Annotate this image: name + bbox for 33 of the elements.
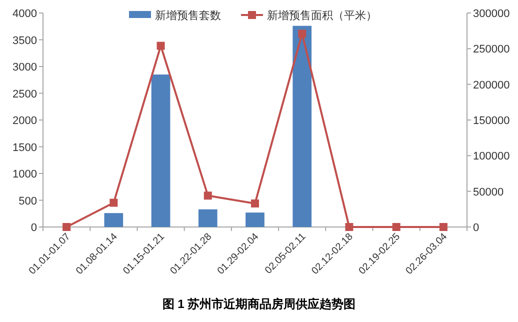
y2-tick-label: 250000 xyxy=(473,44,510,56)
point xyxy=(251,199,259,208)
y2-tick-label: 200000 xyxy=(473,79,510,92)
legend-label: 新增预售面积（平米） xyxy=(267,9,377,22)
y2-tick-label: 0 xyxy=(473,222,480,234)
y-tick-label: 2500 xyxy=(12,88,37,100)
point xyxy=(110,198,118,207)
point xyxy=(298,30,306,38)
point xyxy=(345,223,354,231)
y2-tick-label: 150000 xyxy=(473,115,510,127)
y-tick-label: 3000 xyxy=(12,62,37,74)
y-tick-label: 3500 xyxy=(12,34,37,47)
y-tick-label: 4000 xyxy=(12,8,37,20)
y-tick-label: 500 xyxy=(18,195,37,208)
point xyxy=(62,223,71,231)
text: 图 1 苏州市近期商品房周供应趋势图 xyxy=(162,297,356,311)
y2-tick-label: 300000 xyxy=(473,8,510,20)
y-tick-label: 1500 xyxy=(12,142,37,154)
bar xyxy=(246,212,264,227)
y-tick-label: 1000 xyxy=(12,168,37,180)
point xyxy=(392,223,400,231)
bar xyxy=(151,74,170,227)
point xyxy=(439,223,448,231)
y2-tick-label: 100000 xyxy=(473,150,510,163)
point xyxy=(204,192,212,200)
y-tick-label: 2000 xyxy=(12,115,37,127)
bar xyxy=(104,213,124,227)
y2-tick-label: 50000 xyxy=(473,186,504,198)
bar xyxy=(198,209,218,227)
y-tick-label: 0 xyxy=(30,222,37,234)
point xyxy=(156,42,165,50)
bar xyxy=(292,26,312,227)
legend-label: 新增预售套数 xyxy=(155,9,221,22)
